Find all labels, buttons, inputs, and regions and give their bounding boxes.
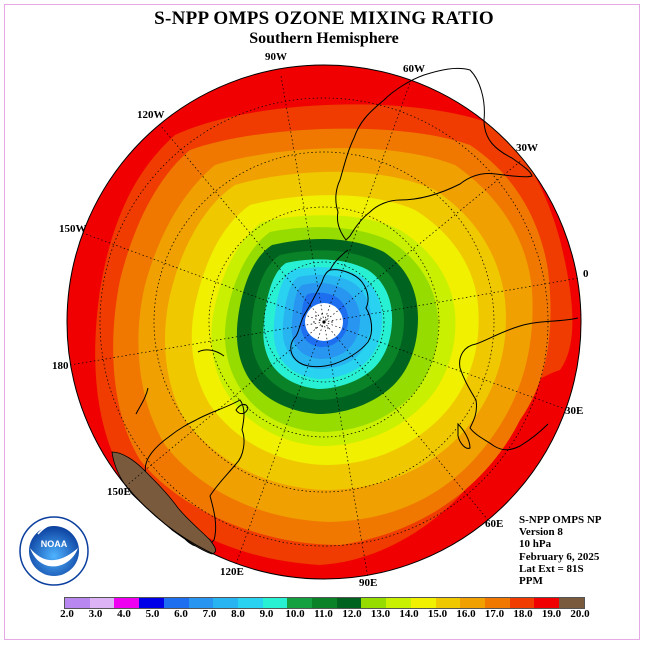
colorbar-tick-label: 2.0 xyxy=(60,608,74,620)
colorbar-swatch xyxy=(312,598,337,608)
meridian-150e xyxy=(125,321,325,487)
colorbar-swatch xyxy=(139,598,164,608)
meridian-60e xyxy=(323,321,489,521)
colorbar-swatch xyxy=(237,598,263,608)
colorbar-tick-label: 14.0 xyxy=(399,608,419,620)
colorbar-tick-label: 10.0 xyxy=(285,608,305,620)
noaa-logo-text: NOAA xyxy=(41,539,68,549)
meridian-150w xyxy=(79,231,325,323)
colorbar-tick-label: 3.0 xyxy=(88,608,103,620)
lon-label-60e: 60E xyxy=(485,518,504,530)
lon-label-150e: 150E xyxy=(107,486,131,498)
colorbar-swatch xyxy=(534,598,560,608)
colorbar-tick-label: 7.0 xyxy=(202,608,217,620)
colorbar-swatch xyxy=(336,598,362,608)
coastlines xyxy=(135,67,579,548)
info-units: PPM xyxy=(519,575,543,588)
colorbar-swatch xyxy=(287,598,313,608)
colorbar-swatch xyxy=(386,598,411,608)
meridian-30w xyxy=(323,159,523,323)
colorbar-swatch xyxy=(89,598,115,608)
colorbar-swatch xyxy=(213,598,238,608)
colorbar-tick-label: 11.0 xyxy=(314,608,333,620)
meridian-30e xyxy=(323,321,569,411)
lon-label-0: 0 xyxy=(583,268,589,280)
new-zealand-coast xyxy=(135,349,225,415)
africa-coast xyxy=(459,317,579,451)
info-version: Version 8 xyxy=(519,526,563,539)
papua-land xyxy=(111,451,216,555)
colorbar-tick-label: 8.0 xyxy=(231,608,245,620)
colorbar-ticks: 2.0 3.0 4.0 5.0 6.0 7.0 8.0 9.0 10.0 11.0 12.0 13.0… xyxy=(0,608,648,622)
colorbar-swatch xyxy=(188,598,214,608)
colorbar-swatch xyxy=(410,598,436,608)
map-subtitle: Southern Hemisphere xyxy=(249,30,399,47)
lon-label-120e: 120E xyxy=(220,566,244,578)
australia-coast xyxy=(144,399,245,548)
antarctica-coast xyxy=(290,269,373,368)
colorbar-tick-label: 4.0 xyxy=(117,608,131,620)
colorbar-tick-label: 17.0 xyxy=(484,608,505,620)
colorbar-tick-label: 16.0 xyxy=(456,608,476,620)
colorbar-tick-label: 18.0 xyxy=(513,608,533,620)
graticule xyxy=(69,75,580,579)
lon-label-30w: 30W xyxy=(516,142,538,154)
lat-circle-45 xyxy=(208,206,440,438)
meridian-0 xyxy=(323,277,580,323)
colorbar-swatch xyxy=(65,598,90,608)
info-lat-extent: Lat Ext = 81S xyxy=(519,562,584,575)
lon-label-120w: 120W xyxy=(137,109,165,121)
colorbar-swatch xyxy=(559,598,584,608)
map-frame xyxy=(4,4,640,640)
info-block: S-NPP OMPS NP Version 8 10 hPa February … xyxy=(519,514,602,587)
meridian-120w xyxy=(159,124,325,323)
colorbar-swatch xyxy=(435,598,461,608)
colorbar-swatch xyxy=(509,598,535,608)
colorbar-tick-label: 5.0 xyxy=(145,608,160,620)
colorbar-swatch xyxy=(163,598,189,608)
lat-circle-30 xyxy=(153,151,495,493)
map-boundary xyxy=(66,64,582,580)
lon-label-90w: 90W xyxy=(265,51,287,63)
colorbar-tick-label: 12.0 xyxy=(342,608,362,620)
colorbar-tick-label: 19.0 xyxy=(541,608,562,620)
colorbar xyxy=(64,597,585,609)
colorbar-tick-label: 6.0 xyxy=(174,608,188,620)
meridian-120e xyxy=(235,321,325,565)
meridian-180 xyxy=(69,321,325,366)
lon-label-90e: 90E xyxy=(359,577,378,589)
noaa-logo xyxy=(19,516,89,586)
colorbar-swatch xyxy=(361,598,387,608)
info-pressure-level: 10 hPa xyxy=(519,538,552,551)
colorbar-swatch xyxy=(114,598,140,608)
madagascar-coast xyxy=(457,422,471,449)
colorbar-tick-label: 13.0 xyxy=(370,608,391,620)
colorbar-swatch xyxy=(460,598,485,608)
info-date: February 6, 2025 xyxy=(519,550,600,563)
antarctic-peninsula xyxy=(329,249,349,271)
lon-label-60w: 60W xyxy=(403,63,425,75)
map-title: S-NPP OMPS OZONE MIXING RATIO xyxy=(154,8,494,29)
colorbar-swatch xyxy=(262,598,288,608)
colorbar-swatch xyxy=(484,598,510,608)
colorbar-tick-label: 20.0 xyxy=(570,608,590,620)
meridian-90e xyxy=(323,321,369,579)
info-instrument: S-NPP OMPS NP xyxy=(519,514,602,526)
lon-label-180: 180 xyxy=(52,360,69,372)
meridian-60w xyxy=(323,79,412,323)
colorbar-tick-label: 9.0 xyxy=(259,608,274,620)
lon-label-150w: 150W xyxy=(59,223,87,235)
tasmania-coast xyxy=(235,403,249,415)
lat-circle-15 xyxy=(99,97,549,547)
meridian-90w xyxy=(280,75,325,323)
colorbar-tick-label: 15.0 xyxy=(427,608,448,620)
lon-label-30e: 30E xyxy=(565,405,584,417)
lat-circle-60 xyxy=(263,261,385,383)
south-america-coast xyxy=(335,67,533,241)
